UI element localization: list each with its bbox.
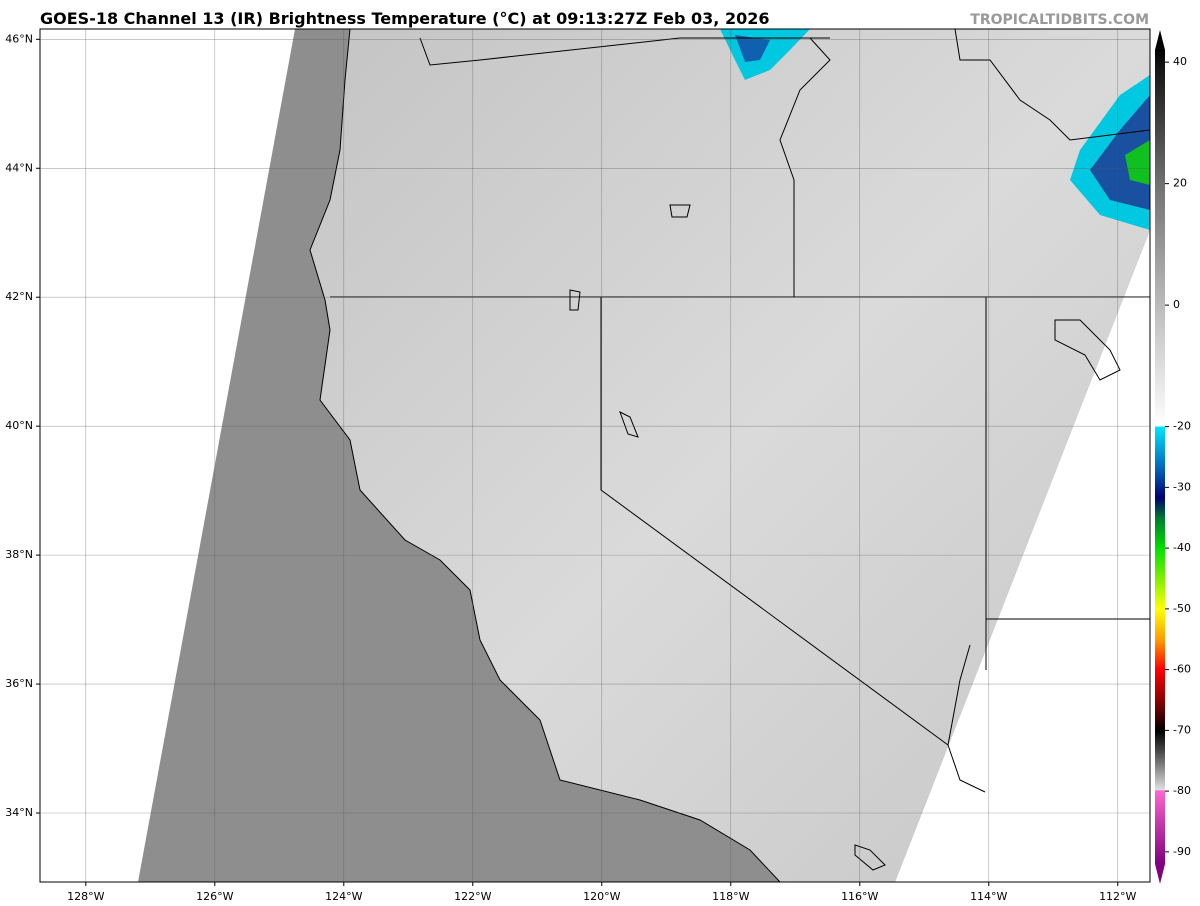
colorbar-tick-label: -20 [1173,420,1191,433]
lon-tick-label: 116°W [841,890,878,903]
map-frame [39,28,1151,883]
colorbar-tick-label: -50 [1173,602,1191,615]
colorbar [1155,50,1165,864]
colorbar-tick-label: -40 [1173,541,1191,554]
colorbar-arrow [1155,864,1165,884]
lat-tick-label: 46°N [5,32,33,45]
colorbar-tick-label: 20 [1173,177,1187,190]
lat-tick-label: 44°N [5,161,33,174]
lon-tick-label: 124°W [325,890,362,903]
colorbar-tick-label: -80 [1173,784,1191,797]
lat-tick-label: 42°N [5,290,33,303]
colorbar-tick-label: 40 [1173,55,1187,68]
lon-tick-label: 120°W [583,890,620,903]
lon-tick-label: 118°W [712,890,749,903]
colorbar-tick-label: -60 [1173,663,1191,676]
colorbar-tick-label: -90 [1173,845,1191,858]
title: GOES-18 Channel 13 (IR) Brightness Tempe… [40,9,769,28]
colorbar-tick-label: -30 [1173,480,1191,493]
lon-tick-label: 112°W [1099,890,1136,903]
lat-tick-label: 36°N [5,677,33,690]
colorbar-arrow [1155,30,1165,50]
lat-tick-label: 40°N [5,419,33,432]
source: TROPICALTIDBITS.COM [970,12,1149,28]
lon-tick-label: 114°W [970,890,1007,903]
colorbar-tick-label: -70 [1173,723,1191,736]
colorbar-tick-label: 0 [1173,298,1180,311]
lon-tick-label: 126°W [196,890,233,903]
lon-tick-label: 122°W [454,890,491,903]
lat-tick-label: 38°N [5,548,33,561]
lon-tick-label: 128°W [67,890,104,903]
satellite-image [138,29,1150,882]
lat-tick-label: 34°N [5,806,33,819]
